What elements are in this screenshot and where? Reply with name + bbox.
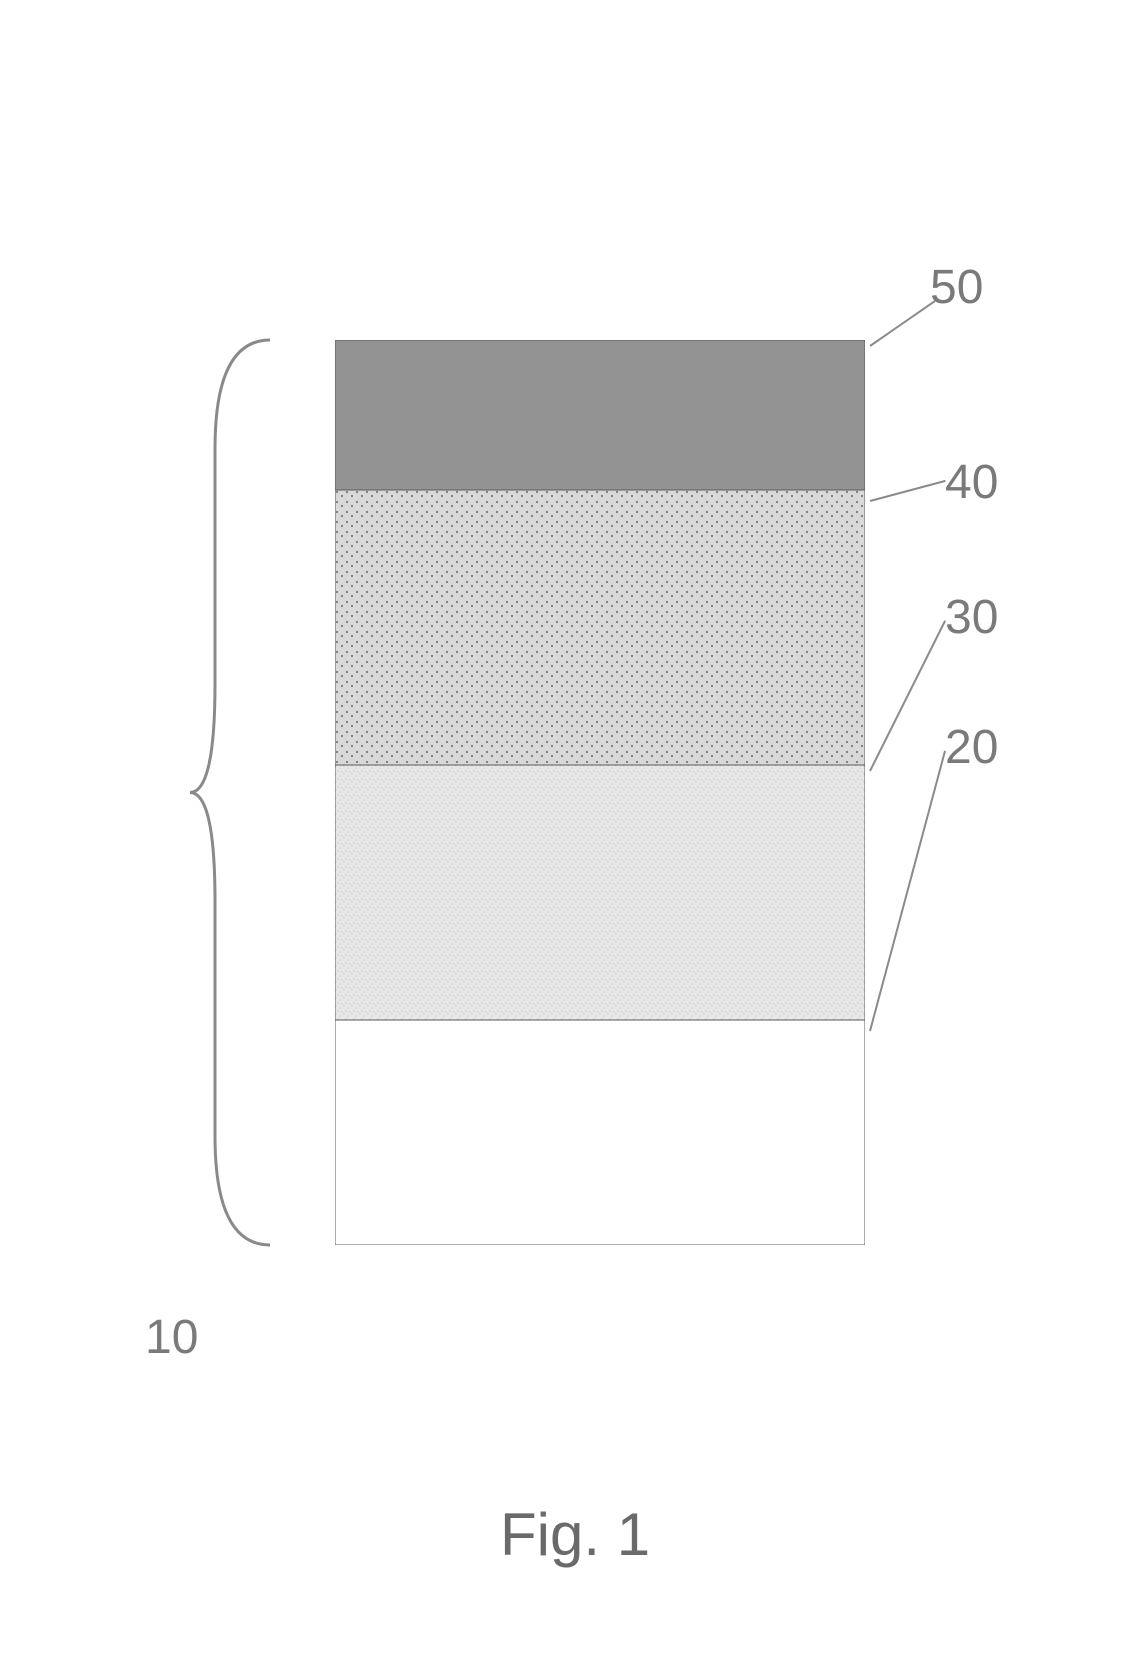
leader-20 <box>869 751 946 1032</box>
layer-label-40: 40 <box>945 455 998 510</box>
figure-stage: 50 40 30 20 10 Fig. 1 <box>0 0 1145 1678</box>
layer-label-50: 50 <box>930 260 983 315</box>
layer-label-30: 30 <box>945 590 998 645</box>
layer-20 <box>335 1020 865 1245</box>
leader-40 <box>870 480 946 502</box>
layer-30 <box>335 765 865 1020</box>
leader-30 <box>869 621 946 772</box>
layer-label-20: 20 <box>945 720 998 775</box>
figure-caption: Fig. 1 <box>500 1500 650 1569</box>
brace <box>170 330 310 1255</box>
layer-50 <box>335 340 865 490</box>
brace-label: 10 <box>145 1310 198 1365</box>
layer-40 <box>335 490 865 765</box>
leader-50 <box>869 300 935 347</box>
